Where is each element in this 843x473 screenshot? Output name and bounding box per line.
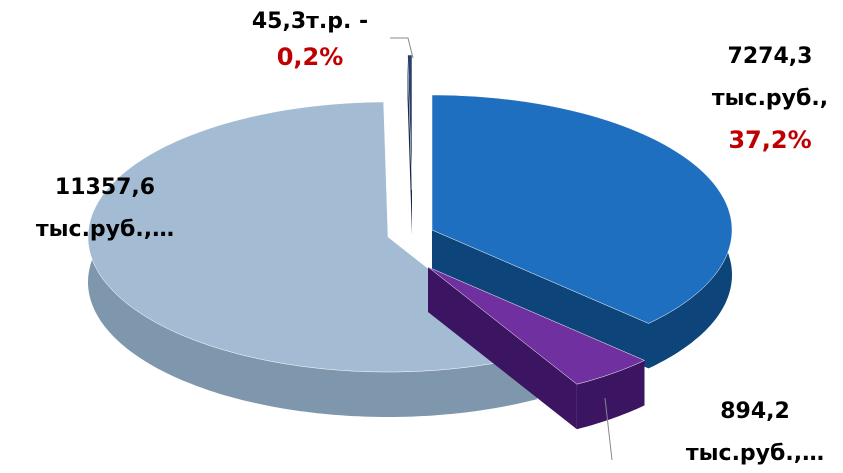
slice-side (428, 267, 577, 430)
data-label: 894,2 (720, 399, 790, 424)
data-label: 11357,6 (55, 175, 155, 200)
leader-line (604, 397, 613, 461)
slice-side (88, 102, 537, 417)
data-label: 45,3т.р. - (252, 9, 368, 34)
leader-line (390, 37, 414, 59)
labels: 7274,3 тыс.руб., 37,2% 894,2 тыс.руб.,… 11357… (36, 9, 828, 466)
slice (431, 94, 733, 324)
percent-label: 37,2% (728, 126, 811, 154)
data-label: тыс.руб., (712, 86, 828, 111)
data-label: тыс.руб.,… (36, 217, 174, 242)
slice (407, 54, 413, 191)
slice (87, 101, 538, 373)
pie (87, 54, 733, 430)
slice-side (432, 230, 649, 369)
data-label: 7274,3 (728, 44, 813, 69)
data-label: тыс.руб.,… (686, 441, 824, 466)
percent-label: 0,2% (277, 43, 344, 71)
slice (427, 266, 646, 385)
slice-side (576, 360, 645, 430)
